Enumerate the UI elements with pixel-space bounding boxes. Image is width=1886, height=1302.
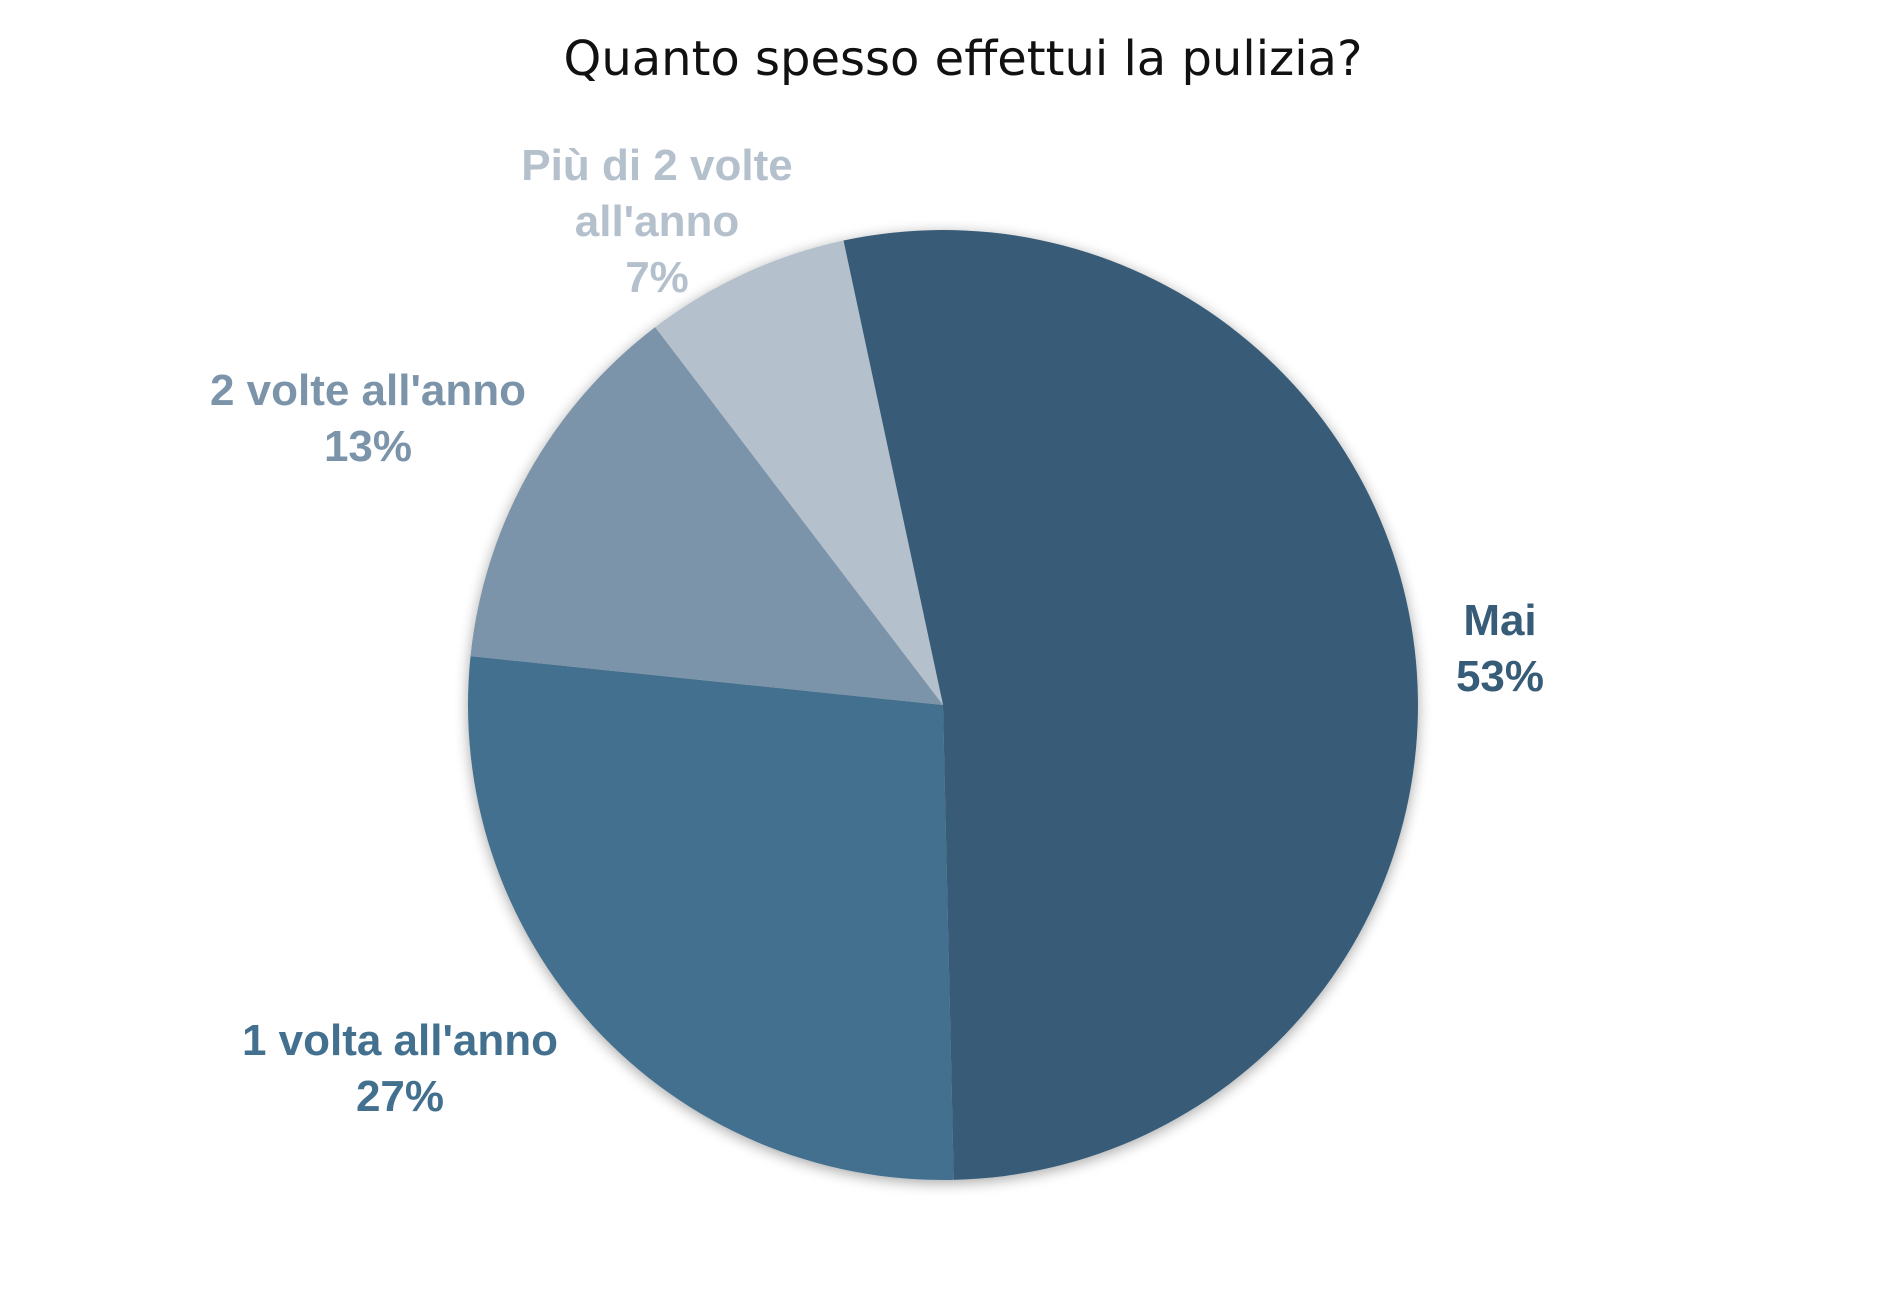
- pie-labels: Mai 53% 1 volta all'anno 27% 2 volte all'ann…: [210, 141, 1544, 1121]
- pie-slice-1: [843, 230, 1418, 1180]
- slice-category-label: 2 volte all'anno: [210, 366, 526, 415]
- pie-slice-2: [468, 656, 954, 1181]
- slice-category-label: Più di 2 volte: [521, 141, 792, 190]
- slice-category-label: Mai: [1463, 596, 1536, 645]
- slice-percent-label: 13%: [324, 422, 412, 471]
- pie-slice-3: [470, 327, 943, 705]
- pie-slice-4: [655, 240, 943, 706]
- chart-title: Quanto spesso effettui la pulizia?: [564, 31, 1363, 87]
- slice-percent-label: 53%: [1456, 652, 1544, 701]
- slice-category-label: all'anno: [575, 197, 739, 246]
- slice-percent-label: 7%: [625, 253, 689, 302]
- slice-percent-label: 27%: [356, 1072, 444, 1121]
- pie-slices: [468, 230, 1418, 1181]
- slice-category-label: 1 volta all'anno: [242, 1016, 558, 1065]
